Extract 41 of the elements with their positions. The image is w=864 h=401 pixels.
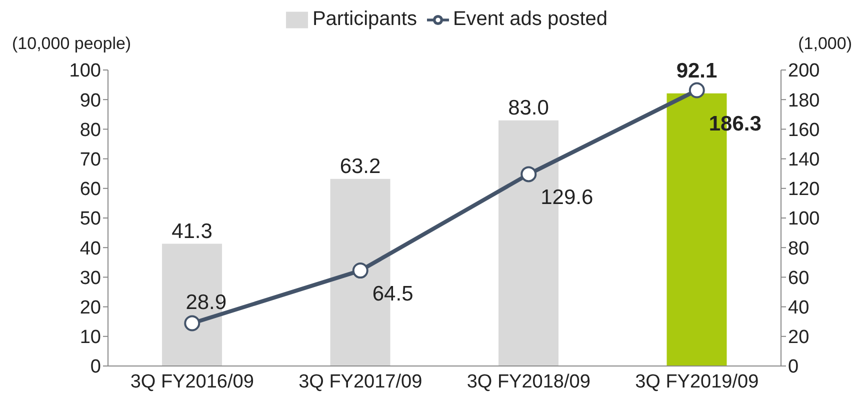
y-tick-label: 100 — [69, 60, 101, 82]
y2-tick-label: 40 — [788, 298, 810, 319]
y2-tick-label: 180 — [788, 90, 820, 112]
y-tick-label: 10 — [80, 327, 101, 348]
y2-tick-label: 0 — [788, 356, 799, 378]
data-label: 92.1 — [676, 59, 718, 82]
data-label: 129.6 — [540, 186, 594, 210]
data-label: 41.3 — [172, 220, 212, 243]
x-tick-label: 3Q FY2016/09 — [130, 371, 254, 392]
x-tick-label: 3Q FY2017/09 — [298, 371, 422, 392]
y-tick-label: 90 — [80, 90, 101, 112]
point — [352, 262, 368, 279]
point — [688, 82, 705, 98]
y2-tick-label: 200 — [788, 60, 820, 82]
y-tick-label: 60 — [80, 179, 101, 200]
y2-tick-label: 160 — [788, 120, 820, 141]
legend-label: Event ads posted — [452, 8, 608, 30]
point — [184, 315, 200, 332]
y-tick-label: 0 — [90, 356, 101, 378]
x-tick-label: 3Q FY2019/09 — [635, 371, 759, 392]
y-tick-label: 50 — [80, 208, 101, 230]
y-tick-label: 20 — [80, 298, 101, 319]
point — [520, 166, 537, 182]
y-tick-label: 30 — [80, 268, 101, 289]
y-tick-label: 80 — [80, 120, 101, 141]
y-tick-label: 70 — [80, 150, 101, 171]
data-label: 64.5 — [372, 282, 414, 306]
y2-tick-label: 140 — [788, 150, 820, 171]
y2-tick-label: 100 — [788, 208, 820, 230]
legend-label: Participants — [312, 8, 417, 30]
data-label: 28.9 — [186, 291, 227, 314]
data-label: 63.2 — [340, 154, 381, 178]
y2-tick-label: 60 — [788, 268, 810, 289]
y2-tick-label: 120 — [788, 179, 820, 200]
y2-tick-label: 20 — [788, 327, 810, 348]
data-label: 83.0 — [508, 96, 549, 120]
y-tick-label: 40 — [80, 238, 101, 260]
y2-axis-title: (1,000) — [798, 34, 852, 54]
y-axis-title: (10,000 people) — [12, 34, 132, 54]
x-tick-label: 3Q FY2018/09 — [466, 371, 590, 392]
y2-tick-label: 80 — [788, 238, 810, 260]
